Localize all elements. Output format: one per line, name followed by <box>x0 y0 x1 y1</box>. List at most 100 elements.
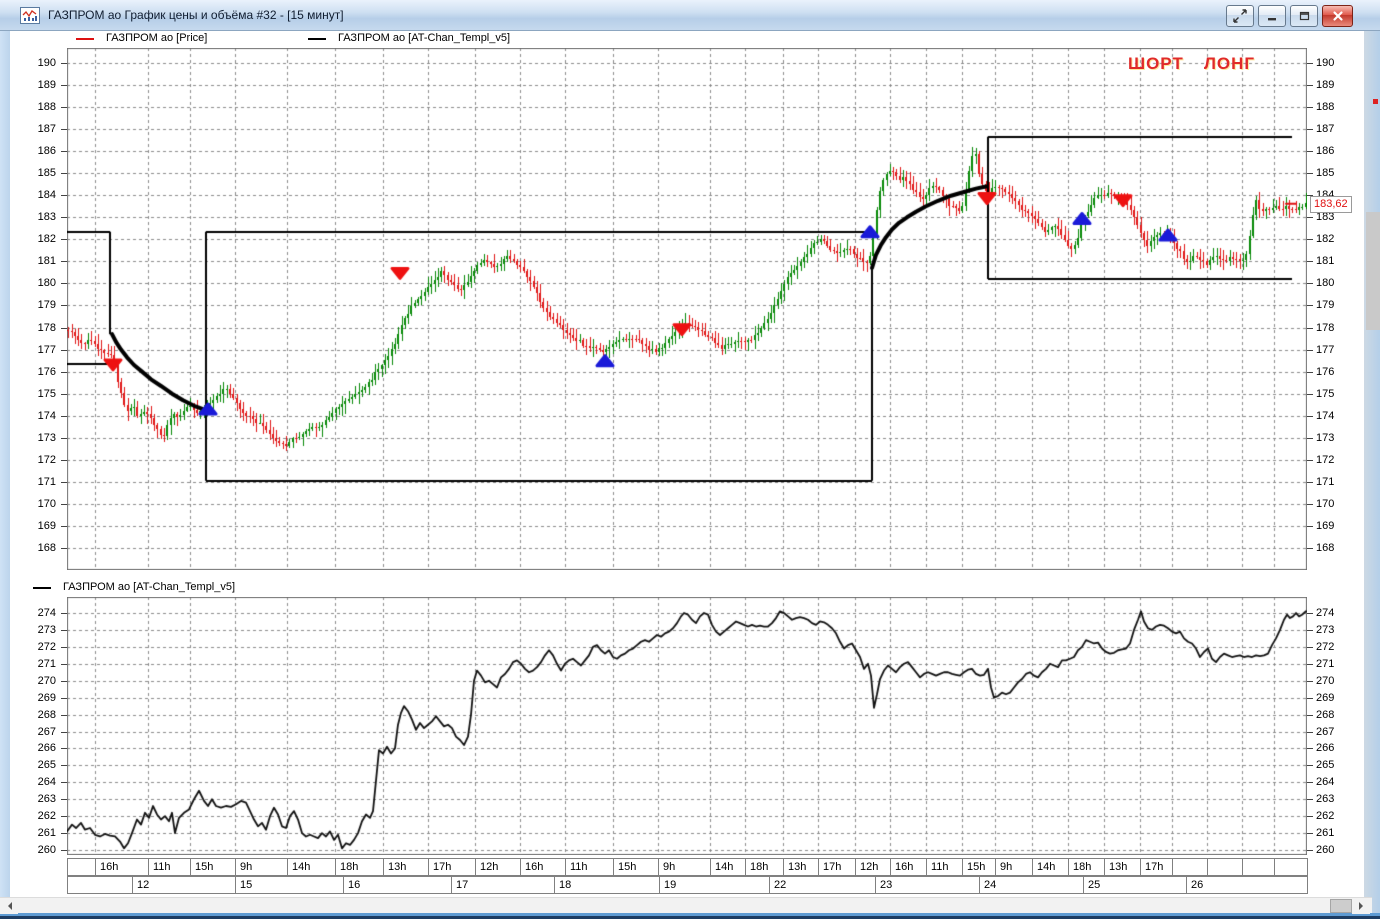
scrollbar-thumb[interactable] <box>1330 899 1352 913</box>
axis-tick <box>61 283 67 284</box>
float-window-button[interactable] <box>1226 5 1254 27</box>
axis-tick-label: 172 <box>1316 453 1335 466</box>
axis-tick-label: 190 <box>37 57 56 69</box>
axis-tick-label: 175 <box>37 387 56 400</box>
legend-price-swatch <box>76 38 94 40</box>
axis-tick-label: 180 <box>1316 277 1335 290</box>
long-annotation: ЛОНГ <box>1204 54 1256 73</box>
axis-tick-label: 170 <box>1316 497 1335 510</box>
axis-tick <box>1307 816 1313 817</box>
axis-tick <box>1307 698 1313 699</box>
axis-tick-label: 177 <box>37 343 56 356</box>
window-titlebar[interactable]: ГАЗПРОМ ао График цены и объёма #32 - [1… <box>0 0 1380 31</box>
axis-tick-label: 264 <box>1316 776 1335 789</box>
axis-tick-label: 174 <box>1316 409 1335 422</box>
axis-tick <box>61 107 67 108</box>
date-cell: 17 <box>451 876 554 894</box>
axis-tick <box>1307 460 1313 461</box>
axis-tick <box>61 63 67 64</box>
close-button[interactable] <box>1322 5 1353 27</box>
axis-tick-label: 186 <box>1316 145 1335 158</box>
axis-tick <box>1307 799 1313 800</box>
hour-cell: 14h <box>287 858 335 876</box>
axis-tick <box>61 630 67 631</box>
axis-tick-label: 270 <box>37 674 56 687</box>
axis-tick-label: 183 <box>1316 211 1335 224</box>
hour-cell: 12h <box>475 858 520 876</box>
axis-tick-label: 267 <box>37 725 56 738</box>
indicator-chart-plot[interactable] <box>67 597 1307 855</box>
hour-cell: 9h <box>995 858 1032 876</box>
axis-tick <box>61 438 67 439</box>
short-annotation: ШОРТ <box>1128 54 1184 73</box>
axis-tick-label: 171 <box>1316 475 1335 488</box>
date-cell: 19 <box>659 876 769 894</box>
axis-tick <box>61 394 67 395</box>
legend-atchan-top: ГАЗПРОМ ао [AT-Chan_Templ_v5] <box>308 32 598 44</box>
horizontal-scrollbar[interactable] <box>0 897 1372 914</box>
axis-tick <box>1307 782 1313 783</box>
axis-tick-label: 173 <box>37 431 56 444</box>
axis-tick-label: 272 <box>37 640 56 653</box>
axis-tick-label: 184 <box>37 189 56 202</box>
axis-tick-label: 188 <box>1316 101 1335 114</box>
hour-cell: 13h <box>783 858 818 876</box>
axis-tick-label: 183 <box>37 211 56 224</box>
axis-tick-label: 182 <box>37 233 56 246</box>
hour-cell: 15h <box>613 858 658 876</box>
axis-tick <box>1307 217 1313 218</box>
date-cell: 25 <box>1083 876 1186 894</box>
hour-cell <box>67 858 95 876</box>
hour-cell: 14h <box>710 858 745 876</box>
axis-tick <box>61 748 67 749</box>
axis-tick <box>1307 438 1313 439</box>
axis-tick-label: 267 <box>1316 725 1335 738</box>
axis-tick-label: 273 <box>37 623 56 636</box>
axis-tick-label: 269 <box>1316 691 1335 704</box>
minimize-button[interactable] <box>1258 5 1286 27</box>
axis-tick-label: 261 <box>1316 827 1335 840</box>
axis-tick-label: 185 <box>1316 167 1335 180</box>
axis-tick-label: 271 <box>1316 657 1335 670</box>
legend-atchan-top-swatch <box>308 38 326 40</box>
axis-tick-label: 271 <box>37 657 56 670</box>
scroll-left-button[interactable] <box>0 898 18 914</box>
axis-tick <box>1307 305 1313 306</box>
axis-tick <box>61 151 67 152</box>
hour-cell: 15h <box>962 858 995 876</box>
hour-cell <box>1274 858 1307 876</box>
axis-tick-label: 268 <box>1316 708 1335 721</box>
axis-tick-label: 169 <box>37 519 56 532</box>
date-cell: 15 <box>235 876 343 894</box>
axis-tick-label: 169 <box>1316 519 1335 532</box>
axis-tick <box>61 833 67 834</box>
axis-tick-label: 178 <box>1316 321 1335 334</box>
axis-tick-label: 269 <box>37 691 56 704</box>
axis-tick-label: 185 <box>37 167 56 180</box>
hour-cell: 16h <box>890 858 926 876</box>
axis-tick-label: 274 <box>1316 607 1335 619</box>
legend-atchan-bottom: ГАЗПРОМ ао [AT-Chan_Templ_v5] <box>33 581 323 593</box>
date-cell: 22 <box>769 876 875 894</box>
scroll-right-button[interactable] <box>1352 898 1370 914</box>
price-chart-plot[interactable] <box>67 48 1307 570</box>
window-border-bottom-edge <box>0 916 1380 919</box>
minimize-icon <box>1268 18 1276 21</box>
axis-tick-label: 180 <box>37 277 56 290</box>
legend-atchan-top-label: ГАЗПРОМ ао [AT-Chan_Templ_v5] <box>338 32 511 44</box>
hour-cell: 11h <box>148 858 190 876</box>
axis-tick <box>1307 350 1313 351</box>
hour-cell: 16h <box>95 858 148 876</box>
legend-price: ГАЗПРОМ ао [Price] <box>76 32 326 44</box>
axis-tick-label: 188 <box>37 101 56 114</box>
axis-tick-label: 170 <box>37 497 56 510</box>
axis-tick <box>1307 416 1313 417</box>
maximize-button[interactable] <box>1290 5 1318 27</box>
axis-tick-label: 261 <box>37 827 56 840</box>
axis-tick-label: 265 <box>37 759 56 772</box>
axis-tick <box>61 460 67 461</box>
axis-tick <box>61 526 67 527</box>
axis-tick-label: 270 <box>1316 674 1335 687</box>
hour-cell: 16h <box>520 858 565 876</box>
hour-cell: 18h <box>1068 858 1104 876</box>
